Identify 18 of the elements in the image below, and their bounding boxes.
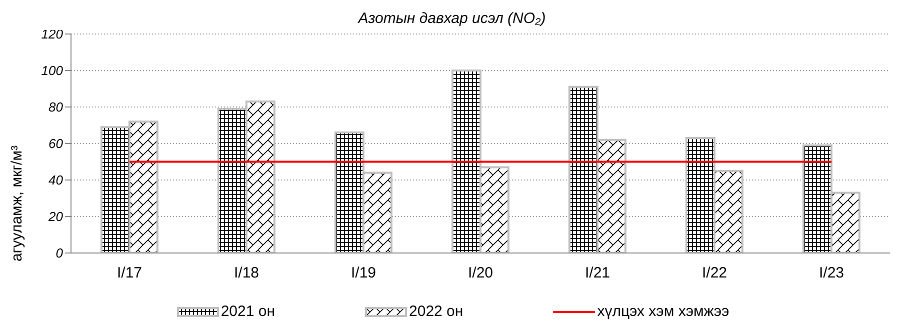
y-axis-title: агууламж, мкг/м³ xyxy=(8,145,26,262)
x-tick-label: I/20 xyxy=(468,264,494,282)
x-tick-label: I/22 xyxy=(702,264,728,282)
y-tick-label: 20 xyxy=(48,209,64,224)
x-tick-label: I/21 xyxy=(584,264,610,282)
y-tick-label: 100 xyxy=(41,63,64,78)
x-tick-label: I/17 xyxy=(116,264,142,282)
x-tick-label: I/23 xyxy=(818,264,844,282)
legend-label: 2022 он xyxy=(409,303,464,320)
x-tick-label: I/18 xyxy=(234,264,260,282)
legend-label: 2021 он xyxy=(220,303,276,320)
x-tick-label: I/19 xyxy=(350,264,376,282)
y-tick-label: 80 xyxy=(48,100,64,115)
legend-label: хүлцэх хэм хэмжээ xyxy=(597,303,730,320)
y-tick-label: 40 xyxy=(48,172,64,188)
chart-title: Азотын давхар исэл (NO₂) xyxy=(358,10,546,27)
y-tick-label: 60 xyxy=(48,136,64,152)
y-tick-label: 0 xyxy=(56,246,64,261)
